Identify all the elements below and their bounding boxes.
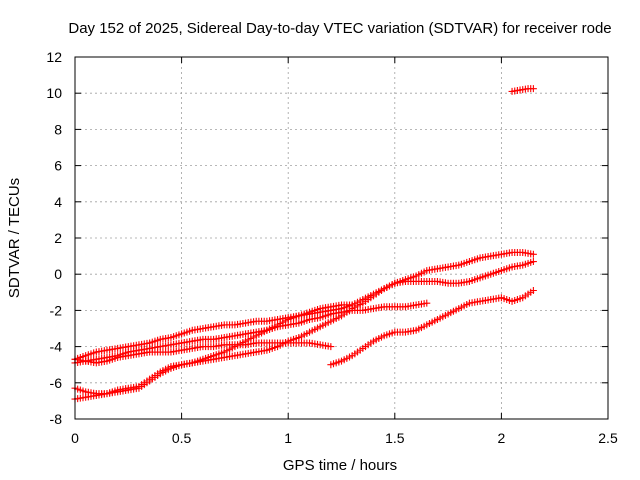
x-tick-label: 1.5 (385, 430, 405, 446)
y-tick-label: 4 (54, 194, 62, 210)
y-tick-label: 6 (54, 158, 62, 174)
data-point (529, 258, 537, 266)
data-point (529, 85, 537, 93)
data-points (71, 85, 537, 403)
x-axis-title: GPS time / hours (283, 457, 397, 474)
series-5 (327, 286, 537, 369)
data-point (348, 301, 356, 309)
data-point (529, 286, 537, 294)
y-tick-labels: -8 -6 -4 -2 0 2 4 6 8 10 12 (46, 49, 62, 427)
y-tick-label: -2 (50, 302, 63, 318)
y-axis-title: SDTVAR / TECUs (6, 178, 23, 298)
series-4 (71, 301, 356, 403)
y-tick-label: 12 (46, 49, 62, 65)
y-tick-label: -8 (50, 411, 63, 427)
chart-title: Day 152 of 2025, Sidereal Day-to-day VTE… (68, 20, 611, 37)
data-point (529, 250, 537, 258)
x-tick-label: 1 (284, 430, 292, 446)
x-tick-labels: 0 0.5 1 1.5 2 2.5 (71, 430, 618, 446)
plot-frame (74, 56, 609, 420)
y-tick-label: 2 (54, 230, 62, 246)
y-tick-label: 8 (54, 121, 62, 137)
series-6 (508, 85, 537, 95)
y-tick-label: -6 (50, 375, 63, 391)
y-tick-label: 0 (54, 266, 62, 282)
data-point (327, 343, 335, 351)
x-tick-label: 0.5 (172, 430, 192, 446)
y-tick-label: -4 (50, 339, 63, 355)
y-tick-label: 10 (46, 85, 62, 101)
x-tick-label: 0 (71, 430, 79, 446)
x-tick-label: 2 (498, 430, 506, 446)
data-point (423, 299, 431, 307)
x-tick-label: 2.5 (598, 430, 618, 446)
